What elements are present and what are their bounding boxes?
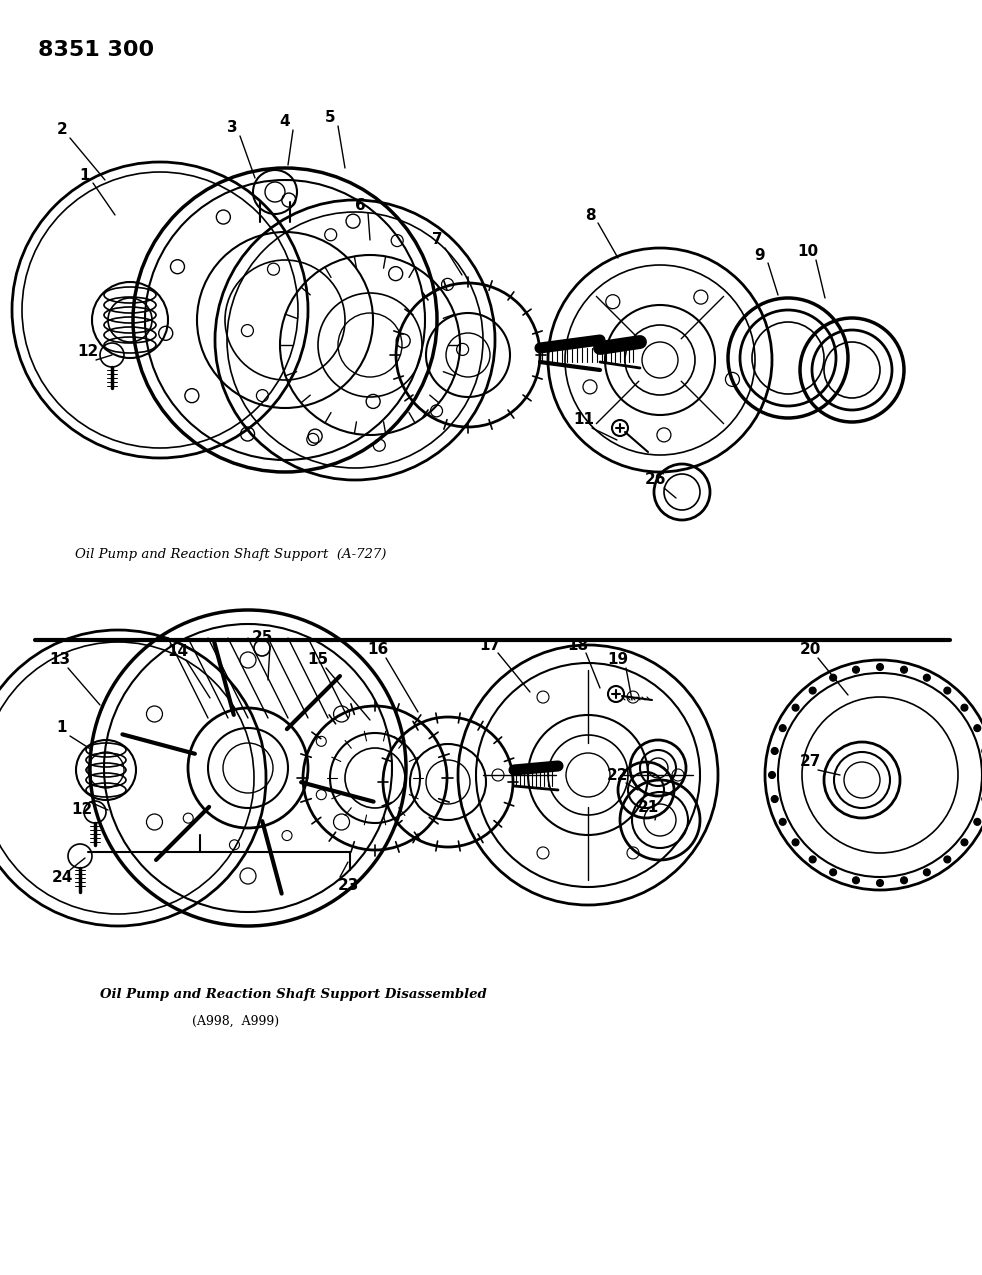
Circle shape: [877, 663, 884, 671]
Circle shape: [923, 674, 930, 681]
Text: 27: 27: [799, 755, 821, 770]
Text: 8351 300: 8351 300: [38, 40, 154, 60]
Circle shape: [974, 724, 981, 732]
Circle shape: [771, 796, 778, 802]
Text: 12: 12: [72, 802, 92, 817]
Circle shape: [944, 856, 951, 863]
Text: 2: 2: [57, 122, 68, 138]
Circle shape: [852, 667, 859, 673]
Circle shape: [792, 704, 799, 711]
Text: 5: 5: [325, 111, 335, 125]
Circle shape: [900, 667, 907, 673]
Circle shape: [961, 704, 968, 711]
Text: 11: 11: [573, 413, 594, 427]
Circle shape: [944, 687, 951, 694]
Circle shape: [900, 877, 907, 884]
Text: 4: 4: [280, 115, 291, 130]
Text: 21: 21: [637, 801, 659, 816]
Text: 24: 24: [51, 871, 73, 886]
Text: 23: 23: [337, 877, 358, 892]
Text: 13: 13: [49, 653, 71, 668]
Text: 20: 20: [799, 643, 821, 658]
Circle shape: [779, 819, 787, 825]
Circle shape: [877, 880, 884, 886]
Text: 9: 9: [755, 247, 765, 263]
Circle shape: [961, 839, 968, 845]
Text: 25: 25: [251, 631, 273, 645]
Circle shape: [974, 819, 981, 825]
Circle shape: [769, 771, 776, 779]
Text: 15: 15: [307, 653, 329, 668]
Text: 22: 22: [607, 768, 628, 783]
Circle shape: [830, 868, 837, 876]
Circle shape: [923, 868, 930, 876]
Text: 1: 1: [80, 167, 90, 182]
Text: 10: 10: [797, 245, 819, 260]
Text: Oil Pump and Reaction Shaft Support Disassembled: Oil Pump and Reaction Shaft Support Disa…: [100, 988, 487, 1001]
Circle shape: [792, 839, 799, 845]
Text: 12: 12: [78, 344, 98, 360]
Circle shape: [830, 674, 837, 681]
Text: 7: 7: [432, 232, 442, 247]
Text: 26: 26: [645, 473, 667, 487]
Text: 6: 6: [355, 198, 365, 213]
Text: 3: 3: [227, 121, 238, 135]
Text: 16: 16: [367, 643, 389, 658]
Text: (A998,  A999): (A998, A999): [192, 1015, 279, 1028]
Circle shape: [852, 877, 859, 884]
Text: 19: 19: [608, 653, 628, 668]
Circle shape: [809, 856, 816, 863]
Text: 8: 8: [584, 208, 595, 223]
Text: 17: 17: [479, 638, 501, 653]
Text: Oil Pump and Reaction Shaft Support  (A-727): Oil Pump and Reaction Shaft Support (A-7…: [75, 548, 386, 561]
Text: 1: 1: [57, 720, 67, 736]
Text: 14: 14: [168, 644, 189, 659]
Circle shape: [809, 687, 816, 694]
Text: 18: 18: [568, 638, 588, 653]
Circle shape: [779, 724, 787, 732]
Circle shape: [771, 747, 778, 755]
